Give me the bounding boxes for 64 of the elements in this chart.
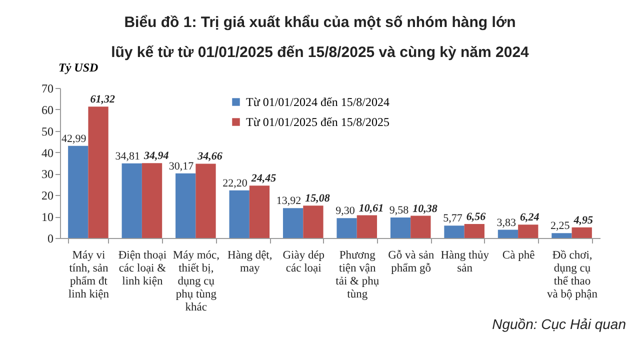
chart-title: Biểu đồ 1: Trị giá xuất khẩu của một số nhóm hàng lớn: [123, 13, 517, 33]
y-axis-title: Tỷ USD: [58, 60, 98, 74]
chart-subtitle: lũy kế từ từ 01/01/2025 đến 15/8/2025 và cùng kỳ năm 2024: [111, 44, 529, 61]
x-tick-label: Giày dép các loại: [282, 250, 325, 274]
x-tick-label: Điện thoại các loại & linh kiện: [118, 250, 167, 288]
data-label: 6,24: [520, 212, 540, 224]
bar: [356, 215, 378, 238]
bar: [229, 190, 250, 238]
data-label: 13,92: [276, 195, 302, 208]
y-tick-label: 20: [42, 188, 54, 203]
x-tick-label: Cà phê: [502, 250, 535, 262]
data-label: 34,94: [142, 150, 170, 162]
bar: [498, 230, 518, 238]
y-tick-label: 60: [42, 102, 54, 117]
x-tick-label: Máy móc, thiết bị, dụng cụ phụ tùng khác: [172, 250, 220, 314]
y-tick-label: 0: [48, 232, 54, 246]
data-label: 2,25: [550, 220, 570, 232]
data-label: 9,58: [389, 204, 410, 216]
bar: [122, 163, 142, 238]
bar: [444, 226, 464, 238]
x-tick-label: Hàng dệt, may: [228, 250, 272, 274]
bar: [68, 146, 88, 238]
data-label: 4,95: [572, 214, 594, 226]
y-tick-label: 30: [42, 167, 54, 182]
x-tick-label: Hàng thủy sản: [440, 250, 490, 274]
data-label: 6,56: [466, 210, 486, 223]
y-tick-label: 10: [42, 210, 54, 224]
bar: [196, 164, 216, 238]
x-tick-label: Phương tiện vận tải & phụ tùng: [336, 250, 380, 300]
data-label: 61,32: [90, 94, 116, 106]
bar: [176, 173, 196, 238]
y-tick-label: 50: [42, 124, 54, 138]
data-label: 34,66: [196, 150, 223, 163]
bar: [552, 233, 572, 238]
data-label: 22,20: [222, 177, 248, 190]
legend-label: Từ 01/01/2024 đến 15/8/2024: [246, 95, 390, 109]
bar: [88, 106, 108, 238]
bar: [390, 217, 411, 238]
legend-label: Từ 01/01/2025 đến 15/8/2025: [246, 115, 390, 129]
bar: [410, 216, 431, 238]
bar: [464, 224, 484, 238]
data-label: 9,30: [336, 205, 356, 218]
x-tick-label: Gỗ và sản phẩm gỗ: [388, 250, 434, 274]
bar: [282, 208, 304, 238]
bar: [142, 163, 162, 238]
data-label: 34,81: [115, 150, 140, 162]
data-label: 3,83: [496, 216, 517, 229]
bar: [572, 227, 592, 238]
data-label: 15,08: [305, 192, 330, 205]
data-label: 10,38: [412, 202, 438, 215]
data-label: 42,99: [61, 132, 87, 145]
data-label: 10,61: [358, 202, 384, 214]
bar: [518, 224, 538, 238]
bar: [303, 206, 324, 238]
data-label: 24,45: [250, 172, 277, 185]
y-tick-label: 70: [42, 82, 54, 96]
x-tick-label: Đồ chơi, dụng cụ thể thao và bộ phận: [547, 250, 598, 300]
y-tick-label: 40: [42, 146, 54, 160]
bar: [336, 218, 357, 238]
bar: [249, 186, 270, 238]
text: Nguồn: Cục Hải quan: [492, 316, 626, 332]
data-label: 5,77: [443, 212, 463, 225]
x-tick-label: Máy vi tính, sản phẩm đt linh kiện: [68, 250, 110, 300]
data-label: 30,17: [168, 160, 194, 172]
